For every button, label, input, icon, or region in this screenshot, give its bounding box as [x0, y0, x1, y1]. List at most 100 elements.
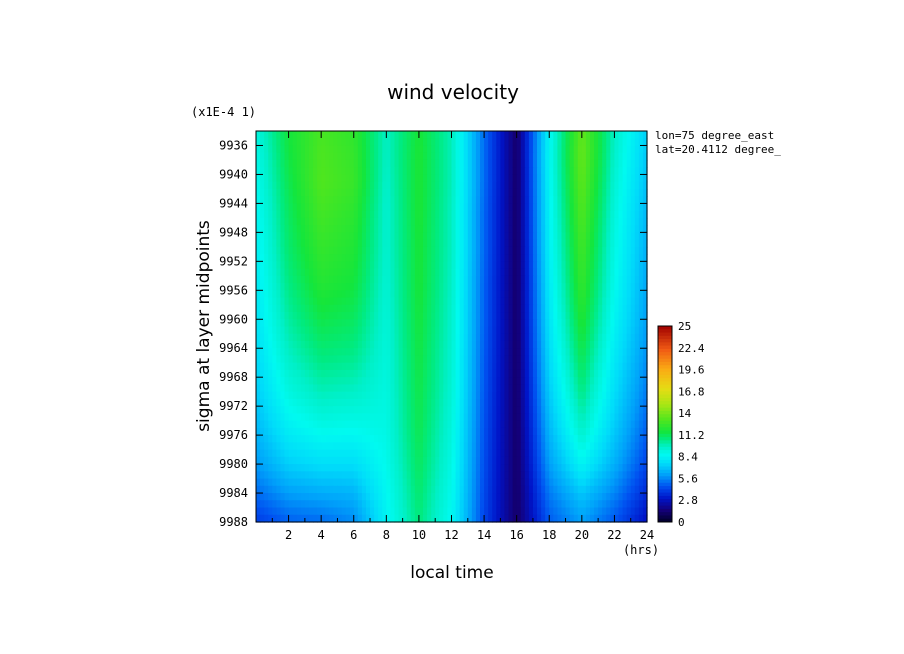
heatmap-cell: [280, 131, 286, 139]
heatmap-cell: [524, 232, 530, 241]
heatmap-cell: [471, 333, 477, 342]
heatmap-cell: [325, 340, 330, 349]
heatmap-cell: [577, 427, 583, 436]
heatmap-cell: [451, 398, 457, 407]
heatmap-cell: [308, 464, 314, 472]
heatmap-cell: [361, 500, 367, 509]
heatmap-cell: [492, 246, 497, 255]
heatmap-cell: [496, 478, 501, 487]
heatmap-cell: [598, 362, 603, 371]
heatmap-cell: [292, 196, 298, 205]
heatmap-cell: [598, 369, 603, 378]
heatmap-cell: [378, 427, 383, 436]
heatmap-cell: [390, 420, 396, 429]
heatmap-cell: [581, 449, 587, 458]
heatmap-cell: [406, 275, 412, 284]
heatmap-cell: [626, 159, 632, 168]
heatmap-cell: [492, 167, 497, 176]
heatmap-cell: [353, 232, 359, 241]
heatmap-cell: [353, 188, 359, 197]
heatmap-cell: [492, 362, 497, 371]
heatmap-cell: [475, 355, 481, 364]
heatmap-cell: [378, 391, 383, 400]
heatmap-cell: [447, 326, 453, 335]
heatmap-cell: [463, 478, 469, 487]
heatmap-cell: [598, 493, 603, 501]
heatmap-cell: [296, 304, 302, 313]
heatmap-cell: [292, 138, 298, 147]
heatmap-cell: [549, 225, 554, 233]
heatmap-cell: [516, 174, 522, 183]
heatmap-cell: [537, 340, 542, 349]
heatmap-cell: [610, 159, 616, 168]
heatmap-cell: [594, 217, 599, 226]
heatmap-cell: [390, 145, 396, 154]
heatmap-cell: [382, 196, 387, 205]
heatmap-cell: [561, 442, 567, 451]
heatmap-cell: [630, 319, 636, 328]
heatmap-cell: [256, 196, 261, 205]
heatmap-cell: [496, 369, 501, 378]
heatmap-cell: [634, 225, 640, 233]
heatmap-cell: [549, 435, 554, 443]
heatmap-cell: [614, 348, 620, 357]
heatmap-cell: [357, 398, 363, 407]
heatmap-cell: [467, 145, 473, 154]
heatmap-cell: [569, 217, 575, 226]
heatmap-cell: [268, 464, 273, 472]
heatmap-cell: [268, 196, 273, 205]
heatmap-cell: [386, 427, 391, 436]
heatmap-cell: [516, 275, 522, 284]
heatmap-cell: [435, 485, 440, 494]
heatmap-cell: [374, 131, 379, 139]
heatmap-cell: [353, 239, 359, 248]
heatmap-cell: [439, 464, 444, 472]
heatmap-cell: [602, 326, 607, 335]
heatmap-cell: [447, 268, 453, 277]
heatmap-cell: [260, 196, 265, 205]
heatmap-cell: [455, 442, 461, 451]
heatmap-cell: [463, 427, 469, 436]
heatmap-cell: [414, 348, 420, 357]
heatmap-cell: [602, 196, 607, 205]
heatmap-cell: [451, 312, 457, 320]
heatmap-cell: [439, 362, 444, 371]
heatmap-cell: [414, 225, 420, 233]
heatmap-cell: [549, 188, 554, 197]
heatmap-cell: [333, 326, 339, 335]
heatmap-cell: [622, 340, 628, 349]
heatmap-cell: [268, 181, 273, 190]
heatmap-cell: [431, 406, 436, 414]
heatmap-cell: [594, 225, 599, 233]
heatmap-cell: [300, 174, 306, 183]
heatmap-cell: [520, 427, 526, 436]
heatmap-cell: [475, 384, 481, 393]
heatmap-cell: [357, 210, 363, 219]
heatmap-cell: [345, 493, 351, 501]
heatmap-cell: [512, 210, 518, 219]
heatmap-cell: [300, 188, 306, 197]
heatmap-cell: [341, 500, 347, 509]
heatmap-cell: [557, 304, 563, 313]
heatmap-cell: [520, 355, 526, 364]
heatmap-cell: [565, 174, 571, 183]
heatmap-cell: [390, 210, 396, 219]
heatmap-cell: [520, 442, 526, 451]
heatmap-cell: [431, 362, 436, 371]
heatmap-cell: [463, 369, 469, 378]
heatmap-cell: [313, 312, 318, 320]
heatmap-cell: [418, 239, 424, 248]
heatmap-cell: [610, 268, 616, 277]
heatmap-cell: [410, 181, 416, 190]
heatmap-cell: [422, 442, 428, 451]
heatmap-cell: [638, 420, 644, 429]
heatmap-cell: [260, 340, 265, 349]
heatmap-cell: [260, 442, 265, 451]
heatmap-cell: [439, 500, 444, 509]
heatmap-cell: [443, 239, 449, 248]
heatmap-cell: [508, 239, 514, 248]
heatmap-cell: [565, 500, 571, 509]
heatmap-cell: [329, 268, 334, 277]
heatmap-cell: [406, 391, 412, 400]
heatmap-cell: [427, 326, 432, 335]
